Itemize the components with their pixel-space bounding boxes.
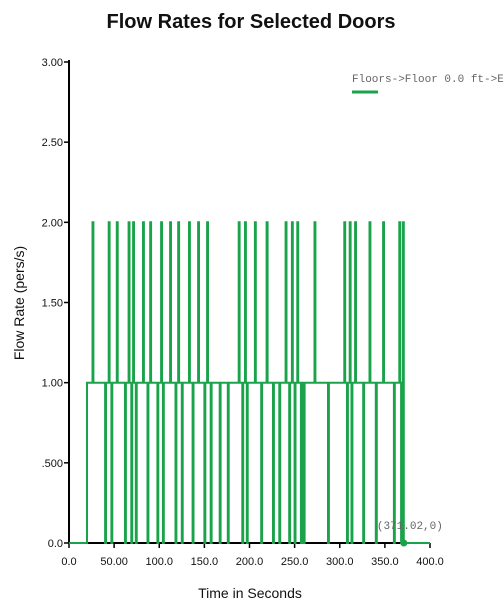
y-tick-label: .500	[42, 458, 63, 470]
x-tick-label: 300.0	[326, 556, 354, 568]
x-tick-label: 200.0	[236, 556, 264, 568]
legend: Floors->Floor 0.0 ft->Exit	[352, 74, 503, 94]
x-tick-label: 100.0	[145, 556, 173, 568]
x-axis-label: Time in Seconds	[198, 585, 302, 601]
y-tick-label: 1.00	[42, 378, 63, 390]
x-tick-label: 0.0	[61, 556, 76, 568]
x-tick-label: 250.0	[281, 556, 309, 568]
y-tick-label: 1.50	[42, 298, 63, 310]
x-tick-label: 150.0	[191, 556, 219, 568]
annotation-label: (371.02,0)	[377, 521, 443, 533]
series-line	[69, 221, 430, 544]
y-axis-label: Flow Rate (pers/s)	[11, 246, 27, 360]
y-tick-label: 2.00	[42, 217, 63, 229]
chart-title: Flow Rates for Selected Doors	[107, 11, 396, 33]
legend-label: Floors->Floor 0.0 ft->Exit	[352, 74, 503, 86]
y-tick-label: 2.50	[42, 137, 63, 149]
x-axis-ticks: 0.0 50.00 100.0 150.0 200.0 250.0 300.0 350.0 40…	[61, 543, 444, 568]
y-tick-label: 0.0	[48, 538, 63, 550]
x-tick-label: 350.0	[371, 556, 399, 568]
annotation-point	[400, 539, 408, 547]
annotation-layer: (371.02,0)	[377, 521, 443, 547]
x-tick-label: 400.0	[416, 556, 444, 568]
y-axis-ticks: 0.0 .500 1.00 1.50 2.00 2.50 3.00	[42, 57, 69, 550]
x-tick-label: 50.00	[100, 556, 128, 568]
y-tick-label: 3.00	[42, 57, 63, 69]
series-layer	[69, 221, 430, 544]
